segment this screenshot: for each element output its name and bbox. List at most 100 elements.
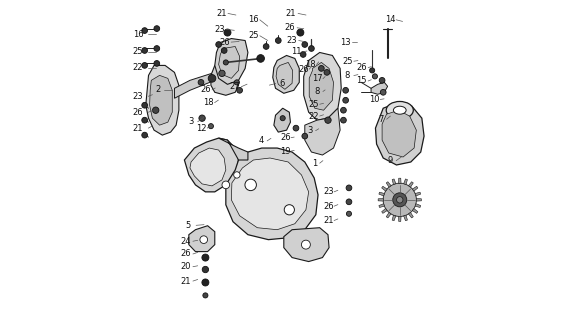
Text: 8: 8 [344,71,350,80]
Polygon shape [399,216,401,221]
Circle shape [222,48,227,53]
Text: 18: 18 [305,60,316,69]
Polygon shape [381,209,387,213]
Polygon shape [219,46,239,78]
Text: 22: 22 [133,63,143,72]
Text: 22: 22 [309,112,319,121]
Text: 26: 26 [298,65,309,74]
Text: 4: 4 [259,136,264,145]
Text: 26: 26 [285,23,295,32]
Polygon shape [309,62,334,110]
Circle shape [263,44,269,49]
Text: 9: 9 [388,156,393,165]
Text: 11: 11 [291,47,302,56]
Circle shape [380,89,386,95]
Polygon shape [386,182,391,187]
Circle shape [202,279,209,286]
Text: 1: 1 [312,159,317,168]
Text: 16: 16 [248,15,258,24]
Polygon shape [305,108,340,155]
Polygon shape [409,182,413,187]
Circle shape [142,28,148,33]
Circle shape [234,172,240,178]
Polygon shape [219,138,248,160]
Polygon shape [381,186,387,191]
Circle shape [284,205,294,215]
Text: 23: 23 [133,92,144,101]
Circle shape [154,46,160,51]
Text: 13: 13 [340,38,351,47]
Circle shape [202,266,208,273]
Circle shape [202,254,209,261]
Polygon shape [383,183,417,216]
Text: 27: 27 [229,82,239,91]
Polygon shape [379,204,384,207]
Text: 26: 26 [323,202,334,211]
Polygon shape [149,76,173,125]
Text: 21: 21 [216,9,227,18]
Polygon shape [409,212,413,218]
Text: 26: 26 [280,133,291,142]
Circle shape [142,132,148,138]
Circle shape [199,115,205,121]
Text: 20: 20 [181,262,191,271]
Circle shape [293,125,299,131]
Text: 16: 16 [133,30,144,39]
Circle shape [302,133,308,139]
Polygon shape [415,204,421,207]
Text: 12: 12 [196,124,206,132]
Circle shape [343,97,349,103]
Polygon shape [273,55,299,93]
Text: 6: 6 [279,79,285,88]
Circle shape [208,124,213,129]
Circle shape [372,74,377,79]
Text: 19: 19 [280,147,291,156]
Text: 3: 3 [189,117,194,126]
Circle shape [222,181,230,189]
Circle shape [309,46,314,51]
Text: 10: 10 [369,95,380,104]
Text: 17: 17 [312,74,323,83]
Circle shape [280,116,285,121]
Circle shape [142,117,148,123]
Polygon shape [392,215,396,221]
Text: 26: 26 [219,38,230,47]
Text: 21: 21 [286,9,297,18]
Polygon shape [392,179,396,185]
Circle shape [219,70,225,76]
Text: 2: 2 [155,85,160,94]
Text: 26: 26 [357,63,367,72]
Polygon shape [379,192,384,196]
Circle shape [343,87,349,93]
Polygon shape [382,110,417,157]
Circle shape [142,48,148,53]
Text: 25: 25 [342,57,353,66]
Circle shape [275,38,281,44]
Circle shape [346,185,352,191]
Circle shape [154,26,160,31]
Polygon shape [274,108,290,132]
Circle shape [223,60,228,65]
Polygon shape [376,102,424,165]
Circle shape [245,179,256,191]
Circle shape [346,211,351,216]
Circle shape [319,66,324,71]
Circle shape [142,62,148,68]
Circle shape [340,117,346,123]
Circle shape [200,236,208,244]
Text: 8: 8 [314,87,320,96]
Polygon shape [416,198,421,201]
Circle shape [208,75,216,82]
Circle shape [324,69,329,75]
Polygon shape [189,226,215,252]
Text: 25: 25 [248,31,258,40]
Circle shape [142,102,148,108]
Polygon shape [190,148,226,186]
Circle shape [393,193,407,207]
Polygon shape [371,82,388,94]
Polygon shape [404,179,407,185]
Circle shape [346,199,352,205]
Polygon shape [413,186,418,191]
Text: 18: 18 [204,98,214,107]
Text: 14: 14 [385,15,396,24]
